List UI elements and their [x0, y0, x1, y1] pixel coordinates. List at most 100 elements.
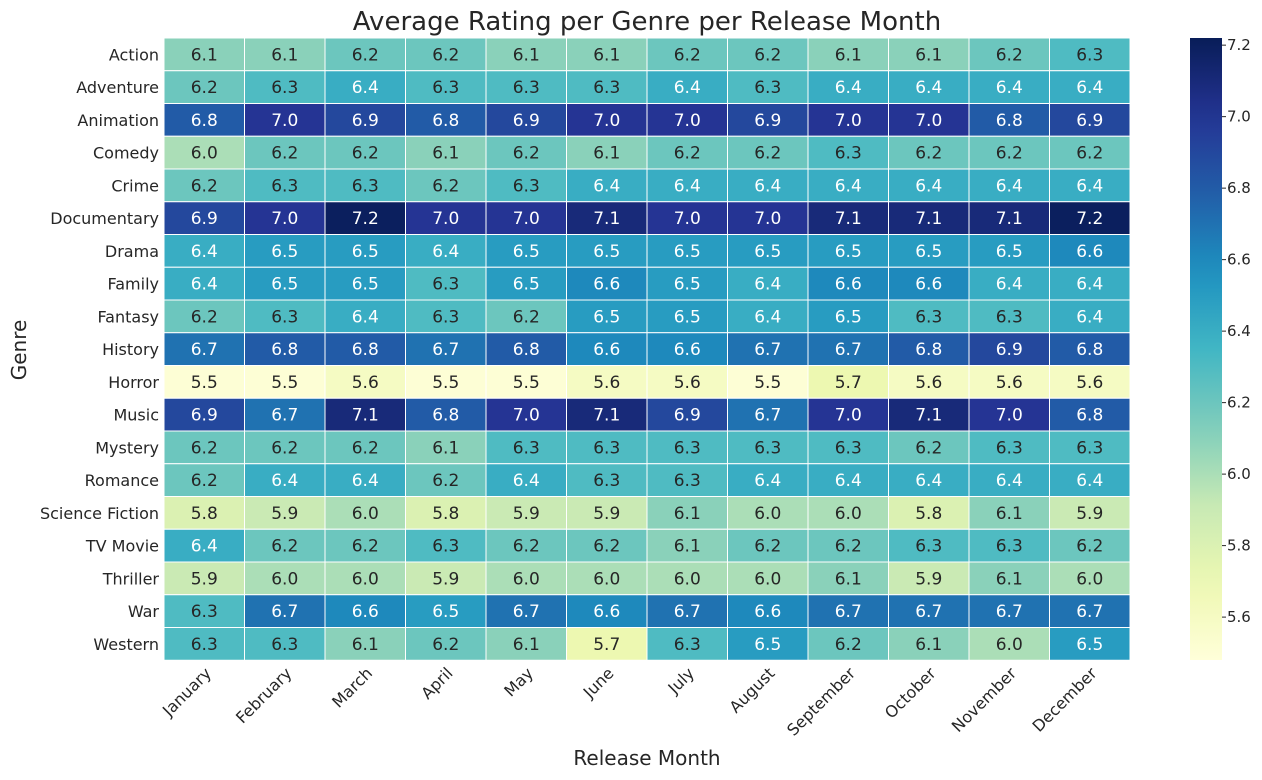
cell-value-label: 6.2: [352, 438, 379, 458]
heatmap-cell: [163, 135, 245, 170]
cell-value-label: 6.2: [835, 537, 862, 557]
heatmap-cell: [888, 594, 970, 628]
heatmap-cell: [1049, 528, 1131, 563]
heatmap-cell: [807, 234, 889, 268]
heatmap-cell: [485, 430, 567, 465]
cell-value-label: 6.1: [835, 569, 862, 589]
cell-value-label: 6.6: [352, 602, 379, 622]
heatmap-cell: [727, 201, 809, 235]
cell-value-label: 6.5: [271, 242, 298, 262]
heatmap-cell: [485, 70, 567, 104]
cell-value-label: 6.8: [271, 340, 298, 360]
heatmap-cell: [968, 627, 1050, 661]
heatmap-cell: [1049, 594, 1131, 628]
cell-value-label: 6.3: [593, 78, 620, 98]
cell-value-label: 6.6: [835, 275, 862, 295]
heatmap-cell: [324, 430, 406, 465]
heatmap-cell: [566, 463, 648, 497]
cell-value-label: 6.3: [996, 307, 1023, 327]
cell-value-label: 6.8: [1076, 406, 1103, 426]
heatmap-cell: [405, 135, 487, 170]
heatmap-cell: [807, 201, 889, 235]
cell-value-label: 6.2: [996, 144, 1023, 164]
row-tick-label: Thriller: [102, 569, 160, 588]
cell-value-label: 6.7: [191, 340, 218, 360]
cell-value-label: 6.7: [271, 406, 298, 426]
heatmap-cell: [324, 627, 406, 661]
heatmap-cell: [244, 561, 326, 596]
cell-value-label: 6.7: [674, 602, 701, 622]
cell-value-label: 5.6: [1076, 373, 1103, 393]
heatmap-cell: [485, 332, 567, 366]
heatmap-cell: [405, 594, 487, 628]
row-tick-label: War: [128, 602, 160, 621]
cell-value-label: 6.7: [432, 340, 459, 360]
cell-value-label: 5.6: [996, 373, 1023, 393]
row-tick-label: TV Movie: [85, 537, 159, 556]
cell-value-label: 6.5: [754, 242, 781, 262]
heatmap-cell: [566, 397, 648, 432]
heatmap-cell: [646, 70, 728, 104]
cell-value-label: 6.8: [915, 340, 942, 360]
cell-value-label: 6.4: [835, 471, 862, 491]
heatmap-cell: [646, 299, 728, 334]
heatmap-cell: [163, 463, 245, 497]
cell-value-label: 6.2: [191, 471, 218, 491]
row-tick-label: Horror: [108, 373, 159, 392]
heatmap-cell: [968, 299, 1050, 334]
heatmap-cell: [566, 168, 648, 203]
cell-value-label: 6.0: [513, 569, 540, 589]
heatmap-cell: [405, 103, 487, 137]
cell-value-label: 6.3: [432, 307, 459, 327]
heatmap-cell: [405, 561, 487, 596]
cell-value-label: 6.2: [593, 537, 620, 557]
cell-value-label: 7.0: [593, 111, 620, 131]
heatmap-cell: [646, 561, 728, 596]
cell-value-label: 6.2: [513, 144, 540, 164]
colorbar-tick-labels: 5.6 5.8 6.0 6.2 6.4 6.6 6.8 7.0 7.2: [1222, 36, 1251, 626]
heatmap-cell: [727, 430, 809, 465]
cell-value-label: 6.4: [593, 176, 620, 196]
heatmap-cell: [646, 332, 728, 366]
row-tick-label: Documentary: [50, 209, 159, 228]
heatmap-cell: [163, 561, 245, 596]
cell-value-label: 6.4: [915, 176, 942, 196]
heatmap-cell: [807, 365, 889, 399]
heatmap-cell: [485, 168, 567, 203]
cell-value-label: 6.0: [835, 504, 862, 524]
heatmap-cell: [324, 365, 406, 399]
cell-value-label: 6.7: [915, 602, 942, 622]
cell-value-label: 5.9: [432, 569, 459, 589]
heatmap-cell: [566, 234, 648, 268]
cell-value-label: 5.5: [513, 373, 540, 393]
heatmap-cell: [807, 496, 889, 530]
cell-value-label: 5.9: [593, 504, 620, 524]
cell-value-label: 6.1: [432, 438, 459, 458]
heatmap-cell: [727, 168, 809, 203]
column-tick-label: February: [232, 664, 296, 728]
cell-value-label: 6.2: [835, 635, 862, 655]
heatmap-cell: [244, 594, 326, 628]
heatmap-cell: [646, 201, 728, 235]
cell-value-label: 6.5: [754, 635, 781, 655]
cell-value-label: 6.4: [352, 307, 379, 327]
cell-value-label: 6.2: [432, 45, 459, 65]
cell-value-label: 5.9: [513, 504, 540, 524]
cell-value-label: 5.9: [1076, 504, 1103, 524]
cell-value-label: 7.1: [352, 406, 379, 426]
cell-value-label: 5.9: [191, 569, 218, 589]
heatmap-cell: [646, 528, 728, 563]
cell-value-label: 6.2: [754, 45, 781, 65]
row-tick-label: Science Fiction: [40, 504, 159, 523]
cell-value-label: 6.4: [996, 275, 1023, 295]
cell-value-label: 6.3: [271, 307, 298, 327]
heatmap-cell: [968, 168, 1050, 203]
cell-value-label: 6.1: [513, 635, 540, 655]
cell-value-label: 6.3: [432, 78, 459, 98]
heatmap-cell: [968, 496, 1050, 530]
cell-value-label: 6.9: [674, 406, 701, 426]
column-tick-label: September: [783, 663, 859, 739]
heatmap-cell: [1049, 332, 1131, 366]
cell-value-label: 6.0: [271, 569, 298, 589]
column-tick-label: December: [1028, 663, 1100, 735]
